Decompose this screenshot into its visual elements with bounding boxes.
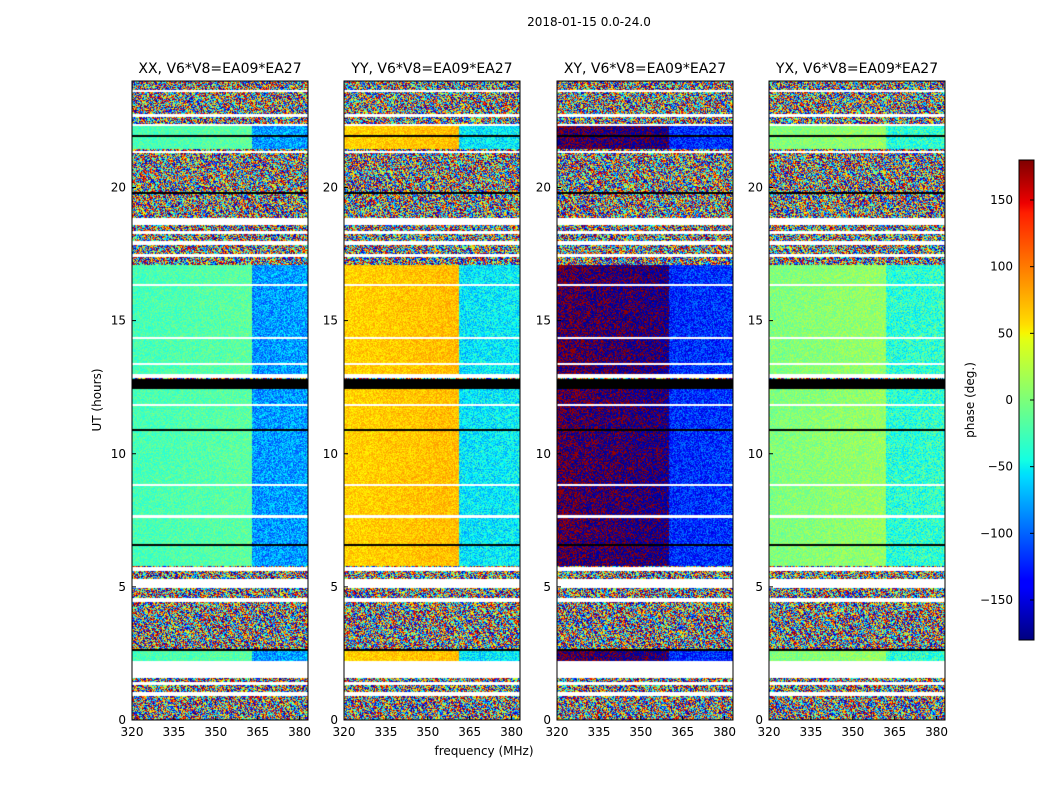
x-tick-label: 320 (333, 725, 356, 739)
colorbar-tick-label: −100 (980, 526, 1013, 540)
panel-yx: YX, V6*V8=EA09*EA27 320 335 350 365 380 0 5 10… (748, 61, 948, 739)
x-axis-label: frequency (MHz) (434, 744, 533, 758)
colorbar-tick-label: 0 (1005, 393, 1013, 407)
y-tick-label: 20 (323, 181, 338, 195)
x-tick-label: 350 (841, 725, 864, 739)
y-tick-label: 20 (536, 181, 551, 195)
y-tick-label: 10 (111, 447, 126, 461)
y-tick-label: 20 (111, 181, 126, 195)
x-tick-label: 320 (546, 725, 569, 739)
panel-xx: XX, V6*V8=EA09*EA27 320 335 350 365 380 0 5 10… (111, 61, 311, 739)
panel-yy-yticks: 0 5 10 15 20 (323, 181, 348, 727)
colorbar-tick-label: 150 (990, 193, 1013, 207)
panel-xx-title: XX, V6*V8=EA09*EA27 (138, 61, 301, 77)
x-tick-label: 350 (204, 725, 227, 739)
panel-xy-xticks: 320 335 350 365 380 (546, 716, 736, 739)
colorbar-tick-label: −150 (980, 593, 1013, 607)
x-tick-label: 380 (288, 725, 311, 739)
y-tick-label: 0 (755, 713, 763, 727)
colorbar-tick-label: 50 (998, 326, 1013, 340)
y-tick-label: 15 (323, 314, 338, 328)
panel-yx-heatmap (769, 81, 945, 720)
panel-xy: XY, V6*V8=EA09*EA27 320 335 350 365 380 0 5 10… (536, 61, 736, 739)
x-tick-label: 380 (500, 725, 523, 739)
panel-yy-heatmap (344, 81, 520, 720)
panel-xx-heatmap (132, 81, 308, 720)
panel-yx-xticks: 320 335 350 365 380 (758, 716, 948, 739)
panel-xx-xticks: 320 335 350 365 380 (121, 716, 311, 739)
x-tick-label: 335 (162, 725, 185, 739)
x-tick-label: 380 (713, 725, 736, 739)
colorbar-ticks: −150 −100 −50 0 50 100 150 (980, 193, 1034, 607)
panel-xy-frame (556, 80, 734, 721)
y-tick-label: 15 (748, 314, 763, 328)
panel-yy-xticks: 320 335 350 365 380 (333, 716, 523, 739)
y-tick-label: 5 (118, 580, 126, 594)
y-tick-label: 5 (543, 580, 551, 594)
colorbar-label: phase (deg.) (963, 362, 977, 438)
y-tick-label: 0 (543, 713, 551, 727)
y-tick-label: 15 (536, 314, 551, 328)
panel-yx-yticks: 0 5 10 15 20 (748, 181, 773, 727)
x-tick-label: 320 (758, 725, 781, 739)
panel-xy-yticks: 0 5 10 15 20 (536, 181, 561, 727)
x-tick-label: 335 (587, 725, 610, 739)
y-tick-label: 0 (118, 713, 126, 727)
panel-xy-title: XY, V6*V8=EA09*EA27 (564, 61, 726, 77)
colorbar: −150 −100 −50 0 50 100 150 phase (deg.) (963, 159, 1035, 641)
x-tick-label: 365 (883, 725, 906, 739)
x-tick-label: 335 (374, 725, 397, 739)
x-tick-label: 365 (671, 725, 694, 739)
panel-xx-yticks: 0 5 10 15 20 (111, 181, 136, 727)
panel-yx-frame (768, 80, 946, 721)
y-tick-label: 10 (536, 447, 551, 461)
y-tick-label: 0 (330, 713, 338, 727)
y-axis-label: UT (hours) (90, 368, 104, 431)
x-tick-label: 380 (925, 725, 948, 739)
y-tick-label: 15 (111, 314, 126, 328)
x-tick-label: 320 (121, 725, 144, 739)
x-tick-label: 350 (416, 725, 439, 739)
y-tick-label: 20 (748, 181, 763, 195)
x-tick-label: 365 (458, 725, 481, 739)
y-tick-label: 10 (748, 447, 763, 461)
colorbar-tick-label: −50 (988, 460, 1013, 474)
x-tick-label: 335 (799, 725, 822, 739)
figure-suptitle: 2018-01-15 0.0-24.0 (527, 15, 651, 29)
panel-yy: YY, V6*V8=EA09*EA27 320 335 350 365 380 0 5 10… (323, 61, 523, 739)
panel-yy-title: YY, V6*V8=EA09*EA27 (350, 61, 512, 77)
colorbar-tick-label: 100 (990, 260, 1013, 274)
x-tick-label: 365 (246, 725, 269, 739)
y-tick-label: 5 (330, 580, 338, 594)
x-tick-label: 350 (629, 725, 652, 739)
panel-yx-title: YX, V6*V8=EA09*EA27 (775, 61, 938, 77)
y-tick-label: 5 (755, 580, 763, 594)
y-tick-label: 10 (323, 447, 338, 461)
panel-xy-heatmap (557, 81, 733, 720)
panel-xx-frame (131, 80, 309, 721)
panel-yy-frame (343, 80, 521, 721)
